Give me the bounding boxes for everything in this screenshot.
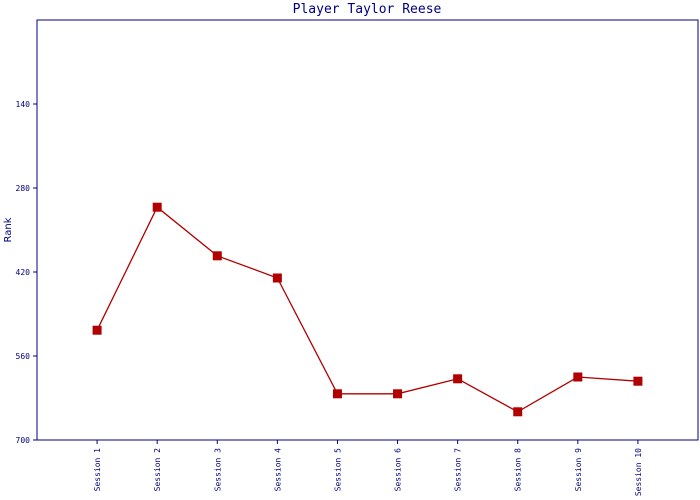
point-marker [272,273,282,283]
point-marker [573,372,583,382]
x-tick-label: Session 5 [333,448,342,492]
point-marker [633,376,643,386]
y-tick-label: 140 [16,100,31,109]
point-marker [92,325,102,335]
plot-frame [36,19,699,441]
point-marker [453,374,463,384]
y-tick-label: 420 [16,268,31,277]
x-tick-label: Session 3 [213,448,222,492]
point-marker [393,389,403,399]
point-marker [152,202,162,212]
x-tick-label: Session 8 [514,448,523,492]
x-tick-label: Session 10 [634,448,643,496]
point-marker [212,251,222,261]
series-line [96,206,638,413]
y-tick-label: 700 [16,436,31,445]
point-marker [513,407,523,417]
x-tick-label: Session 1 [93,448,102,492]
chart-title: Player Taylor Reese [293,2,442,17]
x-tick-label: Session 9 [574,448,583,492]
x-tick-label: Session 2 [153,448,162,492]
y-tick-label: 560 [16,352,31,361]
x-tick-label: Session 6 [394,448,403,492]
x-tick-label: Session 4 [273,448,282,492]
y-axis-label: Rank [3,217,14,242]
point-marker [332,389,342,399]
y-tick-label: 280 [16,184,31,193]
x-tick-label: Session 7 [454,448,463,492]
